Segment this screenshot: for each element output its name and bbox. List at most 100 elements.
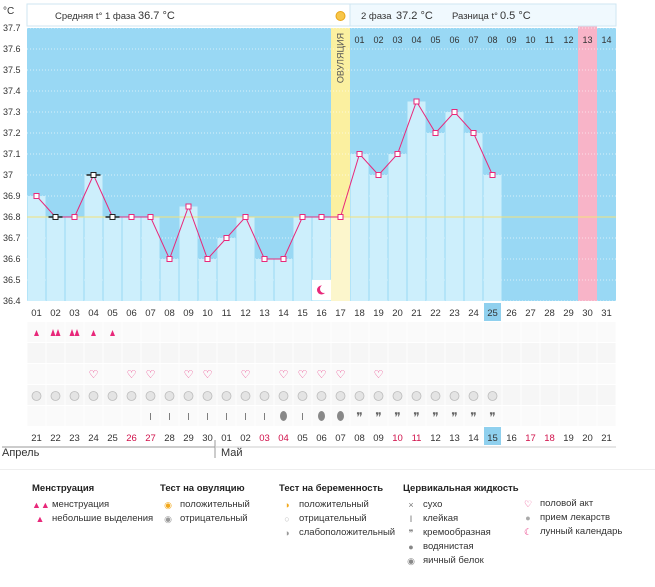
symbol-cell — [407, 322, 426, 342]
symbol-cell — [578, 406, 597, 426]
temperature-point — [451, 109, 458, 115]
temperature-point — [52, 214, 59, 220]
symbol-cell — [445, 322, 464, 342]
symbol-cell — [65, 343, 84, 363]
symbol-cell — [141, 364, 160, 384]
pill-icon — [335, 391, 346, 401]
symbol-cell — [141, 322, 160, 342]
legend-moon: лунный календарь — [540, 526, 623, 537]
y-tick-label: 36.9 — [3, 191, 21, 201]
symbol-cell — [198, 364, 217, 384]
symbol-cell — [540, 322, 559, 342]
pill-icon — [126, 391, 137, 401]
symbol-cell — [27, 364, 46, 384]
symbol-cell — [46, 322, 65, 342]
cycle-day-label: 24 — [468, 308, 479, 319]
creamy-icon: ❞ — [375, 410, 381, 424]
unit-label: °C — [3, 6, 14, 17]
temperature-bar — [198, 259, 217, 301]
pill-icon — [221, 391, 232, 401]
y-tick-label: 37.6 — [3, 44, 21, 54]
symbol-cell — [255, 406, 274, 426]
chart-svg: 37.7 37.6 37.5 37.4 37.3 37.2 37.1 37 36.9 36.8 36… — [0, 3, 655, 470]
next-period-band — [578, 4, 597, 301]
symbol-cell — [293, 364, 312, 384]
symbol-cell — [388, 343, 407, 363]
symbol-cell — [483, 322, 502, 342]
symbol-cell — [578, 343, 597, 363]
today-date-highlight — [484, 427, 501, 445]
pill-icon: ● — [525, 513, 531, 523]
menstruation-icon — [69, 329, 80, 336]
symbol-cell — [255, 343, 274, 363]
calendar-date-label: 13 — [449, 433, 460, 444]
creamy-icon: ❞ — [470, 410, 476, 424]
phase2-label: 2 фаза — [361, 11, 392, 22]
symbol-cell — [521, 385, 540, 405]
temperature-point — [242, 214, 249, 220]
legend-meds: прием лекарств — [540, 512, 611, 523]
symbol-cell — [217, 322, 236, 342]
symbol-cell — [445, 406, 464, 426]
y-tick-label: 36.6 — [3, 254, 21, 264]
pill-icon — [69, 391, 80, 401]
sticky-icon: I — [225, 412, 228, 423]
legend-cervical-title: Цервикальная жидкость — [403, 483, 519, 494]
heart-icon: ♡ — [336, 369, 346, 381]
phase2-day-label: 05 — [430, 35, 440, 45]
symbol-cell — [597, 406, 616, 426]
symbol-cell — [236, 343, 255, 363]
legend-cervical-egg-white: яичный белок — [423, 555, 484, 566]
symbol-cell — [331, 364, 350, 384]
symbol-cell — [559, 364, 578, 384]
cycle-day-label: 14 — [278, 308, 289, 319]
symbol-cell — [331, 343, 350, 363]
symbol-cell — [65, 406, 84, 426]
calendar-date-label: 29 — [183, 433, 194, 444]
temperature-bar — [350, 154, 369, 301]
cycle-day-label: 21 — [411, 308, 422, 319]
symbol-cell — [407, 364, 426, 384]
calendar-date-label: 27 — [145, 433, 156, 444]
symbol-cell — [464, 406, 483, 426]
symbol-cell — [160, 343, 179, 363]
symbol-cell — [426, 406, 445, 426]
symbol-cell — [464, 364, 483, 384]
calendar-date-label: 11 — [412, 433, 422, 444]
y-tick-label: 36.4 — [3, 296, 21, 306]
symbol-cell — [46, 343, 65, 363]
symbol-cell — [293, 406, 312, 426]
diff-value: 0.5 °C — [500, 10, 531, 22]
symbol-cell — [559, 385, 578, 405]
symbol-cell — [255, 322, 274, 342]
symbol-cell — [388, 406, 407, 426]
symbol-cell — [502, 364, 521, 384]
pill-icon — [88, 391, 99, 401]
symbol-cell — [483, 343, 502, 363]
calendar-date-label: 06 — [316, 433, 327, 444]
sticky-icon: I — [409, 514, 413, 524]
symbol-cell — [312, 322, 331, 342]
calendar-date-label: 24 — [88, 433, 99, 444]
phase2-day-label: 03 — [392, 35, 402, 45]
pill-icon — [354, 391, 365, 401]
symbol-cell — [350, 322, 369, 342]
moon-icon: ☾ — [523, 527, 533, 537]
symbol-cell — [445, 343, 464, 363]
temperature-bar — [369, 175, 388, 301]
cycle-day-label: 18 — [354, 308, 365, 319]
temperature-bar — [84, 175, 103, 301]
sticky-icon: I — [206, 412, 209, 423]
sticky-icon: I — [301, 412, 304, 423]
pill-icon — [107, 391, 118, 401]
pill-icon — [487, 391, 498, 401]
cycle-day-label: 12 — [240, 308, 251, 319]
pill-icon — [297, 391, 308, 401]
phase1-avg-value: 36.7 °C — [138, 10, 175, 22]
temperature-bar — [236, 217, 255, 301]
heart-icon: ♡ — [317, 369, 327, 381]
pill-icon — [259, 391, 270, 401]
cycle-day-label: 02 — [50, 308, 61, 319]
